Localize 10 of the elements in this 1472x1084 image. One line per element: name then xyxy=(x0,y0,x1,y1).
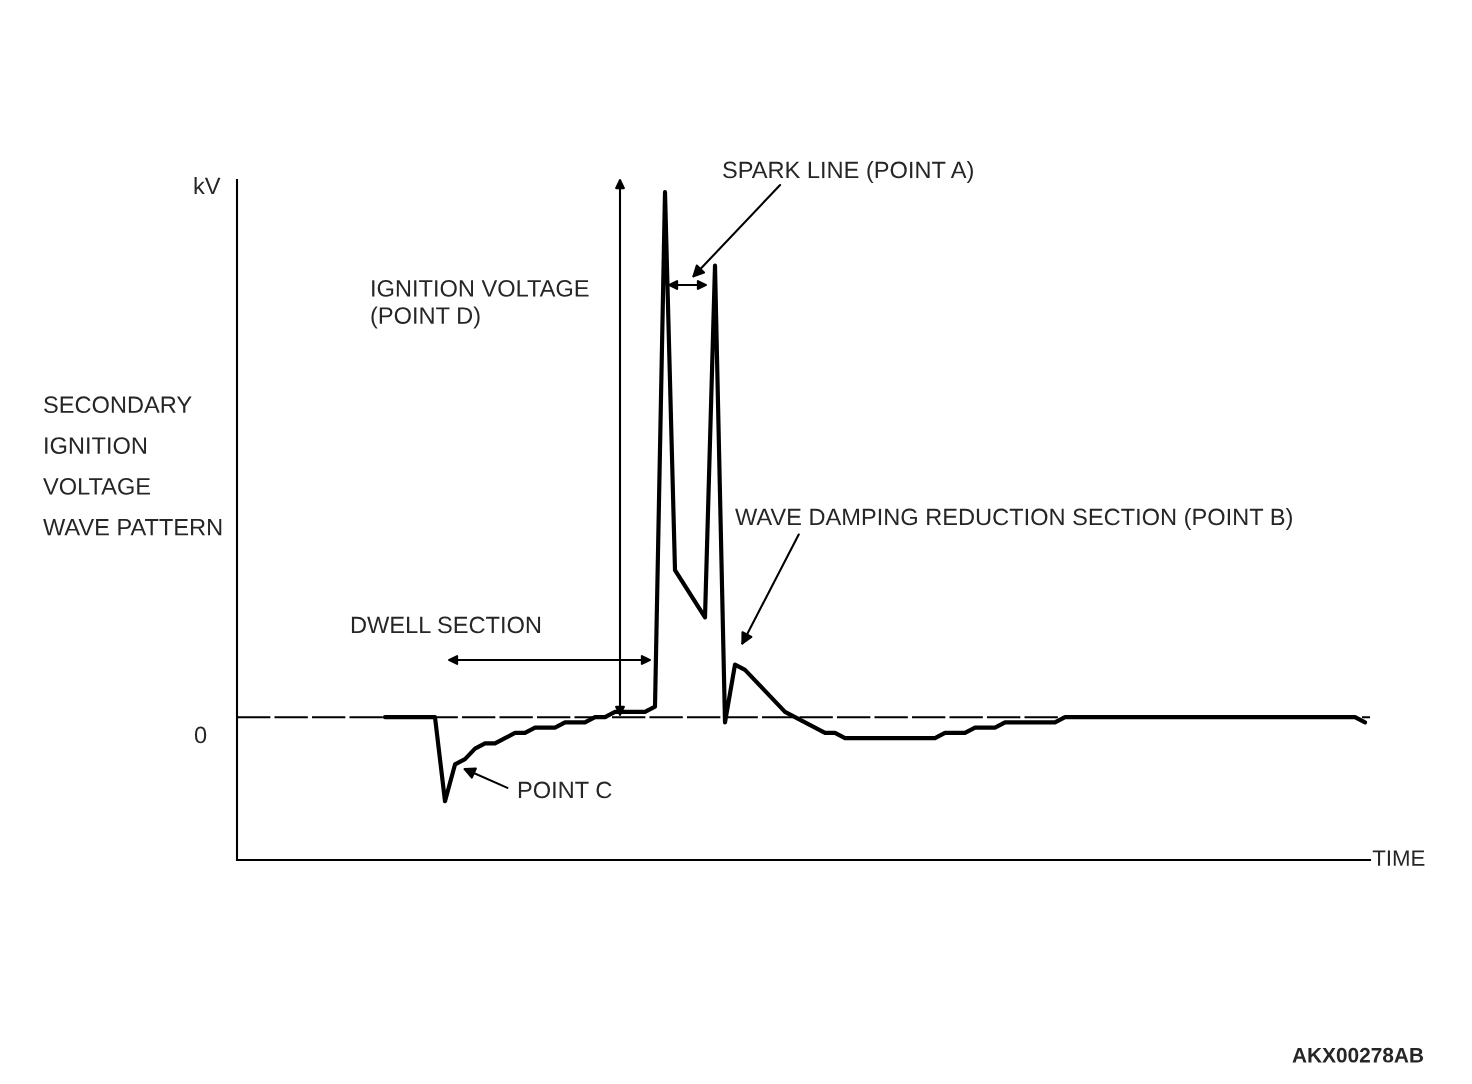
text: kV xyxy=(194,177,221,195)
x-axis-title: TIME xyxy=(1372,850,1425,866)
annotation: IGNITION VOLTAGE (POINT D) xyxy=(371,280,589,329)
text: 0 xyxy=(194,726,207,744)
annotation: DWELL SECTION xyxy=(351,616,541,634)
text: SPARK LINE (POINT A) xyxy=(723,161,973,183)
annotation: WAVE DAMPING REDUCTION SECTION (POINT B) xyxy=(735,507,1292,530)
annotation: POINT C xyxy=(518,781,612,799)
text: AKX00278AB xyxy=(1292,1047,1424,1063)
text: SECONDARY IGNITION VOLTAGE WAVE PATTERN xyxy=(43,396,222,536)
